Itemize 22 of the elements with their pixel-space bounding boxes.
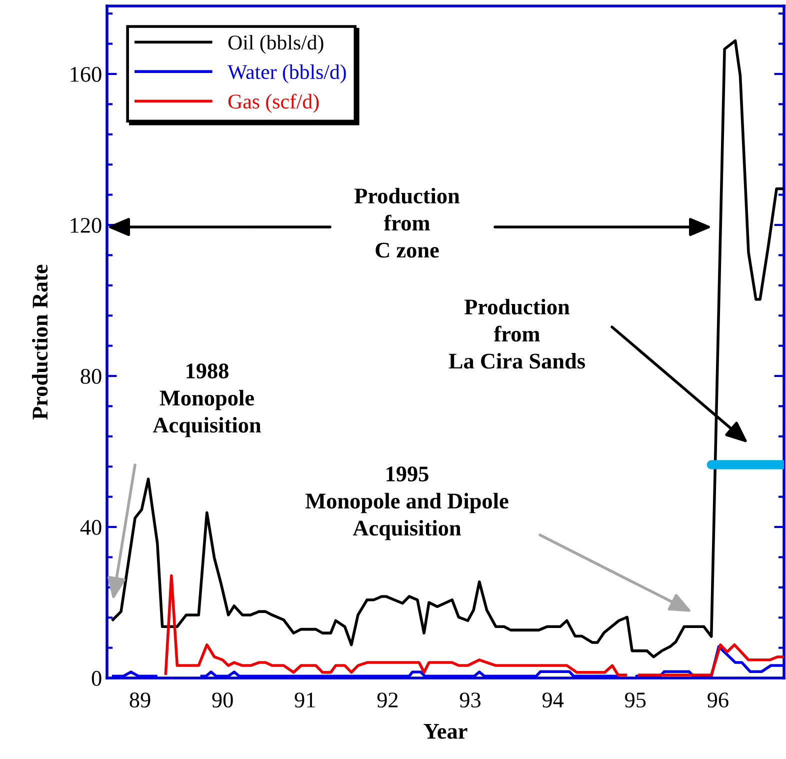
x-axis-title: Year bbox=[424, 724, 468, 739]
y-tick-label: 40 bbox=[80, 520, 102, 535]
y-axis-title: Production Rate bbox=[32, 264, 48, 420]
legend-label: Oil (bbls/d) bbox=[228, 34, 324, 54]
y-tick-label: 160 bbox=[70, 66, 102, 82]
x-tick-label: 89 bbox=[130, 692, 150, 708]
x-tick-label: 94 bbox=[542, 692, 564, 708]
x-tick-label: 91 bbox=[294, 692, 315, 708]
x-tick-label: 90 bbox=[212, 692, 233, 708]
y-tick-label: 0 bbox=[92, 670, 102, 686]
annotation: 1995 Monopole and Dipole Acquisition bbox=[306, 466, 508, 540]
annotation: Production from C zone bbox=[354, 188, 460, 258]
legend-label: Water (bbls/d) bbox=[228, 64, 346, 84]
legend-label: Gas (scf/d) bbox=[228, 94, 319, 113]
annotation: 1988 Monopole Acquisition bbox=[152, 363, 261, 438]
y-tick-label: 80 bbox=[80, 368, 102, 384]
x-tick-label: 92 bbox=[377, 692, 398, 708]
x-tick-label: 96 bbox=[708, 692, 728, 708]
annotation: Production from La Cira Sands bbox=[448, 298, 585, 369]
x-tick-label: 95 bbox=[624, 692, 646, 708]
x-tick-label: 93 bbox=[460, 692, 481, 708]
y-tick-label: 120 bbox=[70, 218, 102, 233]
